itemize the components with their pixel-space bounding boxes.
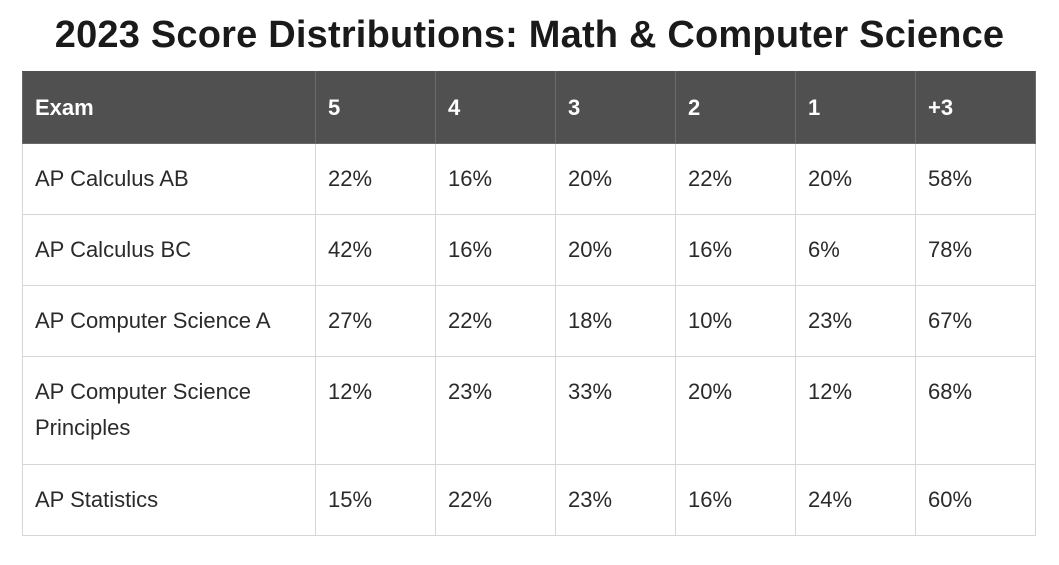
score-cell: 20% — [795, 143, 916, 215]
column-header-5: 5 — [315, 71, 436, 144]
score-cell: 15% — [315, 464, 436, 536]
score-cell: 18% — [555, 285, 676, 357]
score-cell: 20% — [675, 356, 796, 465]
score-cell: 78% — [915, 214, 1036, 286]
score-cell: 10% — [675, 285, 796, 357]
score-cell: 23% — [555, 464, 676, 536]
score-cell: 23% — [435, 356, 556, 465]
column-header-plus-3: +3 — [915, 71, 1036, 144]
score-cell: 16% — [675, 214, 796, 286]
score-cell: 68% — [915, 356, 1036, 465]
score-cell: 12% — [795, 356, 916, 465]
exam-name-cell: AP Calculus BC — [22, 214, 316, 286]
column-header-3: 3 — [555, 71, 676, 144]
score-cell: 22% — [435, 464, 556, 536]
score-cell: 67% — [915, 285, 1036, 357]
score-cell: 24% — [795, 464, 916, 536]
score-cell: 12% — [315, 356, 436, 465]
table-row: AP Calculus AB 22% 16% 20% 22% 20% 58% — [22, 143, 1036, 215]
score-cell: 6% — [795, 214, 916, 286]
score-cell: 20% — [555, 214, 676, 286]
column-header-4: 4 — [435, 71, 556, 144]
score-cell: 20% — [555, 143, 676, 215]
score-cell: 58% — [915, 143, 1036, 215]
page-title: 2023 Score Distributions: Math & Compute… — [54, 14, 1005, 56]
score-cell: 42% — [315, 214, 436, 286]
table-header-row: Exam 5 4 3 2 1 +3 — [22, 71, 1036, 144]
table-row: AP Statistics 15% 22% 23% 16% 24% 60% — [22, 464, 1036, 536]
score-cell: 16% — [435, 143, 556, 215]
score-cell: 22% — [435, 285, 556, 357]
score-cell: 22% — [315, 143, 436, 215]
exam-name-cell: AP Computer Science Principles — [22, 356, 316, 465]
score-cell: 22% — [675, 143, 796, 215]
score-distribution-table: Exam 5 4 3 2 1 +3 AP Calculus AB 22% 16%… — [22, 71, 1036, 536]
score-cell: 60% — [915, 464, 1036, 536]
score-cell: 16% — [435, 214, 556, 286]
score-cell: 16% — [675, 464, 796, 536]
score-cell: 33% — [555, 356, 676, 465]
column-header-exam: Exam — [22, 71, 316, 144]
table-row: AP Computer Science A 27% 22% 18% 10% 23… — [22, 285, 1036, 357]
score-cell: 23% — [795, 285, 916, 357]
column-header-2: 2 — [675, 71, 796, 144]
exam-name-cell: AP Computer Science A — [22, 285, 316, 357]
score-cell: 27% — [315, 285, 436, 357]
table-row: AP Calculus BC 42% 16% 20% 16% 6% 78% — [22, 214, 1036, 286]
column-header-1: 1 — [795, 71, 916, 144]
exam-name-cell: AP Calculus AB — [22, 143, 316, 215]
table-row: AP Computer Science Principles 12% 23% 3… — [22, 356, 1036, 465]
exam-name-cell: AP Statistics — [22, 464, 316, 536]
